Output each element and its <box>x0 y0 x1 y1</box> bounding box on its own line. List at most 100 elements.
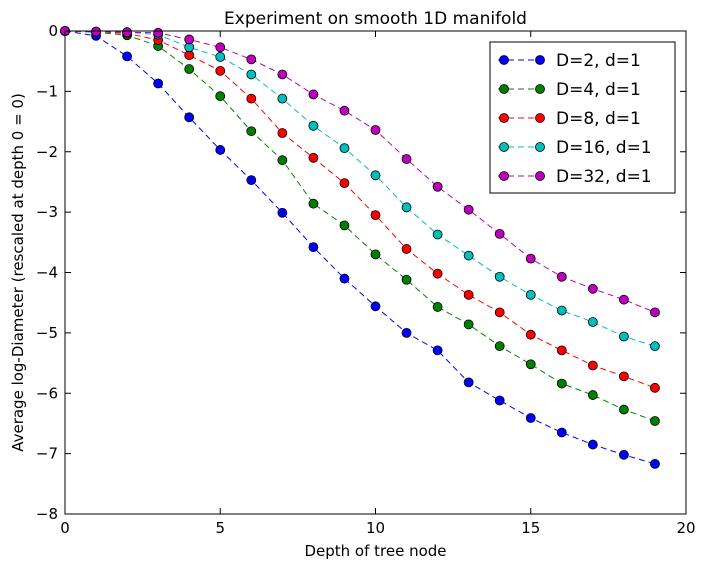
data-point <box>463 319 474 330</box>
legend-item: D=32, d=1 <box>498 167 652 187</box>
legend: D=2, d=1 D=4, d=1 D=8, d=1 D=16, d=1 D=32, d… <box>489 41 676 194</box>
data-point <box>401 154 412 164</box>
data-point <box>277 69 288 80</box>
legend-label: D=8, d=1 <box>556 109 641 129</box>
x-tick-label: 0 <box>60 519 70 537</box>
series-2 <box>60 26 660 426</box>
series-layer <box>60 26 660 469</box>
data-point <box>650 458 660 469</box>
legend-marker <box>499 113 509 123</box>
series-4 <box>60 26 660 352</box>
data-point <box>494 341 505 352</box>
data-point <box>246 175 257 186</box>
data-point <box>494 271 505 282</box>
data-point <box>246 126 257 137</box>
data-point <box>370 301 381 312</box>
data-point <box>432 345 443 356</box>
legend-label: D=4, d=1 <box>556 80 641 100</box>
ticks-layer: 0 5 10 15 20 0 −1 −2 −3 −4 −5 −6 −7 −8 <box>36 22 696 537</box>
legend-label: D=32, d=1 <box>556 167 652 187</box>
data-point <box>401 327 412 338</box>
legend-item: D=2, d=1 <box>498 51 641 71</box>
data-point <box>122 27 132 38</box>
data-point <box>308 242 319 253</box>
data-point <box>184 64 195 74</box>
legend-label: D=16, d=1 <box>556 138 652 158</box>
data-point <box>463 377 474 388</box>
data-point <box>153 78 164 89</box>
x-tick-label: 5 <box>215 519 225 537</box>
data-point <box>525 329 536 340</box>
data-point <box>525 359 536 370</box>
data-point <box>432 268 443 279</box>
legend-marker <box>535 84 545 94</box>
data-point <box>370 249 381 260</box>
data-point <box>184 34 195 45</box>
data-point <box>308 120 319 131</box>
legend-marker <box>499 55 509 65</box>
y-tick-label: −7 <box>36 445 58 463</box>
data-point <box>525 413 536 423</box>
data-point <box>556 271 567 282</box>
data-point <box>401 244 412 254</box>
data-point <box>619 294 629 305</box>
y-axis-title: Average log-Diameter (rescaled at depth … <box>9 93 27 452</box>
data-point <box>153 27 164 38</box>
data-point <box>619 371 629 382</box>
data-point <box>463 250 474 261</box>
data-point <box>587 317 598 327</box>
legend-item: D=16, d=1 <box>498 138 652 158</box>
data-point <box>339 273 350 284</box>
data-point <box>619 449 629 460</box>
x-tick-label: 10 <box>366 519 385 537</box>
y-tick-label: −5 <box>36 324 58 342</box>
series-line <box>64 30 656 313</box>
legend-item: D=8, d=1 <box>498 109 641 129</box>
data-point <box>650 416 660 426</box>
data-point <box>650 341 660 352</box>
legend-label: D=2, d=1 <box>556 51 641 71</box>
data-point <box>494 228 505 239</box>
data-point <box>277 93 288 104</box>
data-point <box>650 307 660 318</box>
data-point <box>215 91 226 102</box>
legend-marker <box>499 171 509 181</box>
data-point <box>619 404 629 415</box>
y-tick-label: −8 <box>36 505 58 523</box>
data-point <box>277 128 288 138</box>
legend-marker <box>535 142 545 152</box>
data-point <box>432 229 443 240</box>
data-point <box>494 307 505 318</box>
data-point <box>587 390 598 400</box>
data-point <box>401 274 412 285</box>
data-point <box>587 439 598 450</box>
data-point <box>215 52 226 62</box>
data-point <box>525 253 536 264</box>
data-point <box>184 112 195 123</box>
x-axis-title: Depth of tree node <box>304 542 446 560</box>
data-point <box>308 152 319 163</box>
data-point <box>370 125 381 135</box>
data-point <box>401 202 412 213</box>
y-tick-label: −1 <box>36 82 58 100</box>
data-point <box>339 105 350 116</box>
legend-marker <box>499 84 509 94</box>
data-point <box>339 220 350 231</box>
data-point <box>246 69 257 80</box>
data-point <box>463 289 474 300</box>
data-point <box>308 89 319 100</box>
data-point <box>215 42 226 53</box>
data-point <box>556 305 567 316</box>
data-point <box>525 289 536 300</box>
data-point <box>91 26 101 37</box>
legend-marker <box>535 113 545 123</box>
data-point <box>277 207 288 218</box>
data-point <box>463 204 474 215</box>
series-1 <box>60 26 660 469</box>
legend-marker <box>499 142 509 152</box>
data-point <box>122 51 132 62</box>
data-point <box>556 345 567 356</box>
legend-marker <box>535 55 545 65</box>
y-tick-label: −4 <box>36 264 58 282</box>
